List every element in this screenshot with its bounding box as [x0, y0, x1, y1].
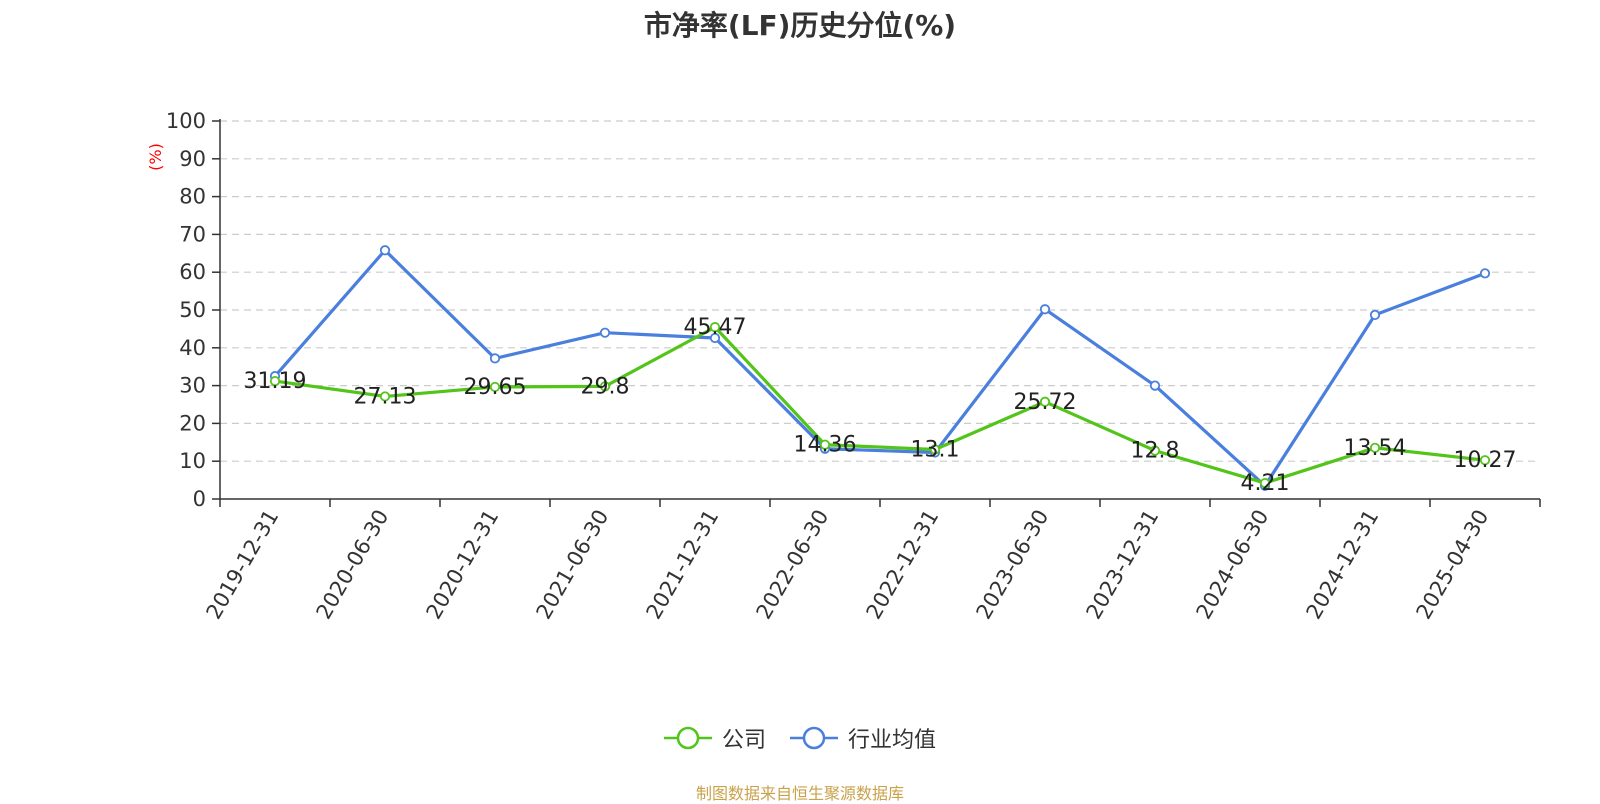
x-tick-label: 2023-12-31 [1082, 506, 1164, 624]
data-point [379, 391, 391, 402]
y-tick-label: 40 [179, 336, 206, 360]
y-tick-label: 0 [193, 487, 206, 511]
series-line [274, 325, 1486, 485]
data-point [599, 381, 611, 392]
data-point [1149, 445, 1161, 456]
data-label: 25.72 [1014, 390, 1077, 415]
data-point [599, 327, 611, 338]
x-tick-label: 2024-12-31 [1302, 506, 1384, 624]
data-point [709, 322, 721, 333]
data-point [379, 245, 391, 256]
y-axis-label: (%) [146, 143, 165, 171]
data-point [1479, 268, 1491, 279]
y-tick-label: 100 [166, 109, 206, 133]
y-tick-label: 20 [179, 411, 206, 435]
y-tick-label: 80 [179, 185, 206, 209]
legend-item[interactable]: 行业均值 [790, 722, 936, 754]
data-label: 10.27 [1454, 448, 1517, 473]
y-tick-label: 10 [179, 449, 206, 473]
data-label: 27.13 [354, 384, 417, 409]
data-label: 13.1 [911, 437, 960, 462]
data-point [1039, 396, 1051, 407]
data-point [819, 439, 831, 450]
grid-layer [220, 120, 1540, 462]
data-point [1259, 477, 1271, 489]
data-point [709, 332, 721, 344]
legend-swatch-icon [790, 726, 838, 750]
x-tick-label: 2025-04-30 [1412, 506, 1494, 624]
data-label: 29.65 [464, 375, 527, 400]
data-label: 12.8 [1131, 439, 1180, 464]
data-point [269, 376, 281, 387]
source-note: 制图数据来自恒生聚源数据库 [695, 784, 904, 803]
data-point [929, 444, 941, 455]
legend-item[interactable]: 公司 [663, 722, 766, 754]
data-label: 29.8 [581, 374, 630, 399]
x-tick-label: 2023-06-30 [972, 506, 1054, 624]
data-label-layer: 31.19 27.13 29.65 29.8 45.47 14.36 13.1 25.72 12… [244, 315, 1517, 496]
x-tick-label: 2022-06-30 [752, 506, 834, 624]
legend-label: 行业均值 [848, 728, 937, 753]
x-tick-label: 2020-06-30 [312, 506, 394, 624]
data-point [1369, 442, 1381, 453]
x-tick-label: 2022-12-31 [862, 506, 944, 624]
y-tick-label: 60 [179, 260, 206, 284]
data-label: 31.19 [244, 369, 307, 394]
data-point [1149, 380, 1161, 391]
data-point [489, 381, 501, 393]
y-tick-label: 70 [179, 222, 206, 246]
x-tick-label: 2021-06-30 [532, 506, 614, 624]
x-tick-label: 2019-12-31 [202, 506, 284, 624]
data-point [489, 353, 501, 364]
data-point [1369, 309, 1381, 321]
y-tick-label: 90 [179, 147, 206, 171]
y-tick-label: 30 [179, 374, 206, 398]
legend: 公司 行业均值 [0, 722, 1600, 754]
data-label: 14.36 [794, 433, 857, 458]
axis-layer: 0 10 20 30 40 50 60 70 80 90 100(%) 2019-12-31 2020-… [146, 109, 1541, 624]
data-point [1039, 304, 1051, 315]
y-tick-label: 50 [179, 298, 206, 322]
series-layer [269, 245, 1491, 491]
data-label: 4.21 [1241, 471, 1290, 496]
x-tick-label: 2020-12-31 [422, 506, 504, 624]
data-point [1479, 455, 1491, 466]
data-label: 13.54 [1344, 436, 1407, 461]
x-tick-label: 2021-12-31 [642, 506, 724, 624]
legend-label: 公司 [721, 728, 766, 753]
legend-swatch-icon [663, 726, 712, 750]
series-line [273, 248, 1486, 488]
chart-title: 市净率(LF)历史分位(%) [643, 9, 957, 42]
x-tick-label: 2024-06-30 [1192, 506, 1274, 624]
data-label: 45.47 [684, 315, 747, 340]
